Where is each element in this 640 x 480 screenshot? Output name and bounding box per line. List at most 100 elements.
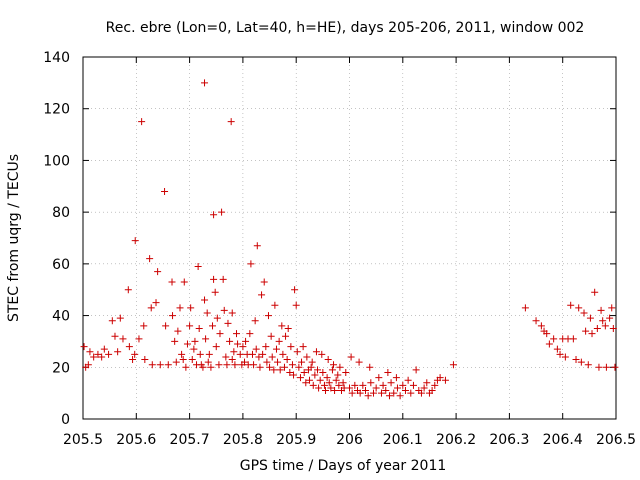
data-point <box>567 301 575 309</box>
data-point <box>532 317 540 325</box>
data-point <box>393 384 401 392</box>
data-point <box>105 350 113 358</box>
x-tick-label: 205.6 <box>116 432 156 448</box>
data-point <box>311 371 319 379</box>
data-point <box>253 242 261 250</box>
y-tick-label: 140 <box>43 50 70 66</box>
plot-frame <box>82 56 617 420</box>
data-point <box>324 356 332 364</box>
x-tick-label: 205.9 <box>276 432 316 448</box>
data-point <box>287 343 295 351</box>
data-point <box>346 384 353 392</box>
data-point <box>248 350 256 358</box>
data-point <box>218 208 226 216</box>
data-point <box>572 356 580 364</box>
x-tick-label: 205.5 <box>63 432 103 448</box>
data-point <box>367 379 375 387</box>
data-point <box>278 322 286 330</box>
data-point <box>268 353 276 361</box>
data-point <box>230 348 238 356</box>
data-point <box>262 343 270 351</box>
data-point <box>224 319 232 327</box>
data-point <box>141 356 149 364</box>
data-point <box>356 389 364 397</box>
data-point <box>521 304 529 312</box>
data-point <box>302 379 310 387</box>
data-point <box>182 363 190 371</box>
data-point <box>204 358 212 366</box>
data-point <box>331 387 339 395</box>
data-point <box>399 381 407 389</box>
data-point <box>355 358 363 366</box>
data-point <box>213 314 221 322</box>
data-point <box>156 361 164 369</box>
x-tick-label: 206.2 <box>436 432 476 448</box>
data-point <box>138 118 146 126</box>
data-point <box>359 381 367 389</box>
data-point <box>140 322 148 330</box>
data-point <box>216 330 224 338</box>
y-tick-label: 60 <box>52 257 70 273</box>
data-point <box>292 301 300 309</box>
data-point <box>146 255 154 263</box>
data-point <box>80 343 88 351</box>
data-point <box>387 379 395 387</box>
data-point <box>441 376 449 384</box>
y-tick-label: 0 <box>61 412 70 428</box>
data-point <box>543 330 551 338</box>
data-point <box>293 348 301 356</box>
data-point <box>246 330 254 338</box>
data-point <box>210 275 218 283</box>
data-point <box>125 343 133 351</box>
data-point <box>247 260 255 268</box>
data-point <box>186 322 194 330</box>
data-point <box>252 345 260 353</box>
data-point <box>180 278 188 286</box>
data-point <box>290 371 298 379</box>
data-point <box>284 325 292 332</box>
data-point <box>299 343 307 351</box>
data-point <box>591 288 599 296</box>
data-point <box>199 363 207 371</box>
data-point <box>597 306 605 314</box>
data-point <box>588 330 596 338</box>
data-point <box>196 350 204 358</box>
data-point <box>258 291 266 299</box>
data-point <box>84 361 92 369</box>
data-point <box>390 389 398 397</box>
data-point <box>267 332 275 340</box>
data-point <box>215 361 223 369</box>
x-tick-label: 205.8 <box>223 432 263 448</box>
data-point <box>584 361 592 369</box>
data-point <box>288 361 296 369</box>
data-point <box>260 278 268 286</box>
data-point <box>168 278 176 286</box>
data-point <box>392 374 400 382</box>
data-point <box>212 343 220 351</box>
data-point <box>124 286 132 294</box>
data-point <box>586 314 594 322</box>
data-point <box>201 79 209 87</box>
data-point <box>306 376 314 384</box>
data-point <box>161 187 169 195</box>
data-point <box>323 374 331 382</box>
data-point <box>116 314 124 322</box>
data-point <box>325 379 333 387</box>
data-point <box>171 337 179 345</box>
x-tick-label: 206.1 <box>383 432 423 448</box>
data-point <box>322 387 330 395</box>
data-point <box>369 389 377 397</box>
data-point <box>195 325 203 332</box>
data-point <box>152 299 160 307</box>
data-point <box>602 363 610 371</box>
data-point <box>328 366 336 374</box>
data-point <box>336 363 344 371</box>
x-tick-label: 206.5 <box>596 432 636 448</box>
data-point <box>119 335 127 343</box>
data-point <box>316 376 324 384</box>
data-point <box>207 363 215 371</box>
data-point <box>396 392 404 400</box>
data-point <box>545 340 553 348</box>
data-point <box>94 350 102 358</box>
data-point <box>179 356 187 364</box>
